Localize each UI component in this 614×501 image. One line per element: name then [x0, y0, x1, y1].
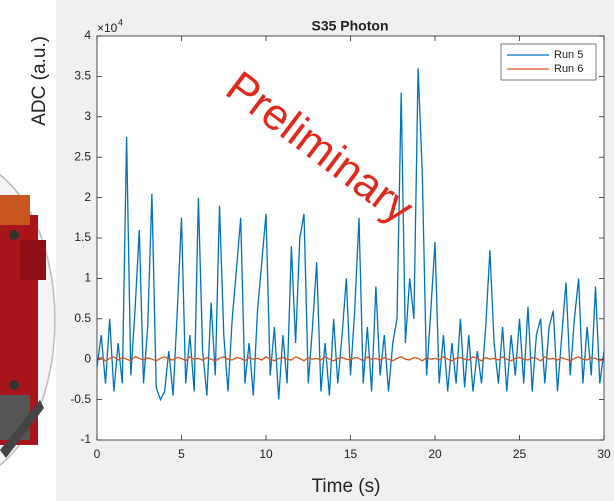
y-tick-label: 4: [84, 28, 91, 42]
y-axis-label: ADC (a.u.): [29, 36, 50, 126]
y-multiplier-exponent: 4: [118, 17, 123, 27]
y-multiplier: ×10: [97, 21, 118, 35]
x-tick-label: 25: [513, 447, 527, 461]
series-line: [96, 68, 605, 402]
y-tick-label: 2: [84, 190, 91, 204]
y-tick-label: 3.5: [74, 69, 91, 83]
x-tick-label: 15: [344, 447, 358, 461]
x-tick-label: 30: [597, 447, 611, 461]
x-tick-label: 10: [259, 447, 273, 461]
y-tick-label: 0.5: [74, 311, 91, 325]
legend-label: Run 5: [554, 49, 583, 61]
y-tick-label: -0.5: [70, 392, 91, 406]
device-photo: [0, 173, 56, 467]
y-tick-label: 0: [84, 351, 91, 365]
x-axis-label: Time (s): [312, 476, 381, 497]
y-tick-label: -1: [80, 432, 91, 446]
x-tick-label: 20: [428, 447, 442, 461]
series-line: [96, 355, 605, 362]
chart-title: S35 Photon: [311, 18, 388, 34]
y-tick-label: 3: [84, 109, 91, 123]
y-tick-label: 1: [84, 271, 91, 285]
plot-area: [96, 35, 605, 441]
y-tick-label: 2.5: [74, 149, 91, 163]
x-tick-label: 5: [178, 447, 185, 461]
legend-label: Run 6: [554, 63, 583, 75]
x-tick-label: 0: [94, 447, 101, 461]
y-tick-label: 1.5: [74, 230, 91, 244]
legend-box: [500, 43, 597, 81]
